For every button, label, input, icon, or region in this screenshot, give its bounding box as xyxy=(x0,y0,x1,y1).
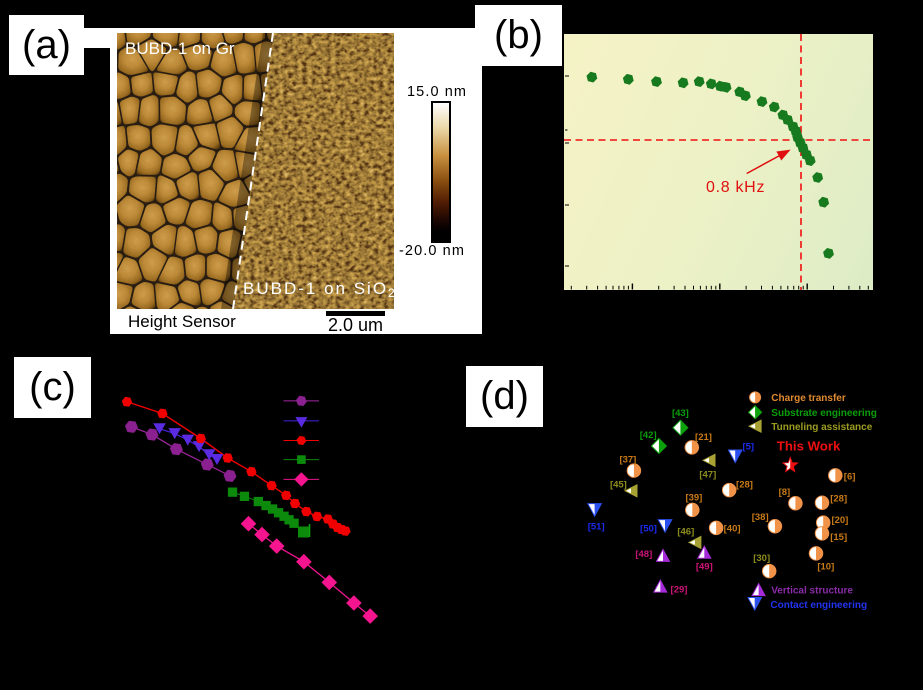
svg-text:[10]: [10] xyxy=(817,562,834,573)
svg-text:[45]: [45] xyxy=(610,480,627,491)
svg-text:[51]: [51] xyxy=(588,521,605,532)
svg-text:BUBD-1 on Gr: BUBD-1 on Gr xyxy=(125,39,235,58)
svg-text:[42]: [42] xyxy=(640,430,657,441)
svg-text:[38]: [38] xyxy=(752,512,769,523)
svg-text:[21]: [21] xyxy=(695,432,712,443)
svg-text:[43]: [43] xyxy=(672,408,689,419)
svg-text:BUBD-1 on SiO2: BUBD-1 on SiO2 xyxy=(243,279,394,300)
svg-text:[48]: [48] xyxy=(635,549,652,560)
svg-text:[37]: [37] xyxy=(619,455,636,466)
svg-text:0.8 kHz: 0.8 kHz xyxy=(706,179,765,196)
svg-text:[30]: [30] xyxy=(753,553,770,564)
svg-text:Tunneling assistance: Tunneling assistance xyxy=(771,422,872,433)
svg-text:[39]: [39] xyxy=(685,492,702,503)
svg-text:[40]: [40] xyxy=(724,523,741,534)
svg-text:[8]: [8] xyxy=(779,487,791,498)
svg-text:[5]: [5] xyxy=(742,442,754,453)
svg-text:This Work: This Work xyxy=(777,438,841,453)
svg-text:[46]: [46] xyxy=(677,527,694,538)
svg-text:Charge transfer: Charge transfer xyxy=(771,393,846,404)
svg-text:[20]: [20] xyxy=(831,515,848,526)
svg-text:[47]: [47] xyxy=(699,470,716,481)
svg-text:Substrate engineering: Substrate engineering xyxy=(771,408,877,419)
svg-text:[29]: [29] xyxy=(671,584,688,595)
svg-text:Contact engineering: Contact engineering xyxy=(770,600,867,611)
svg-text:[49]: [49] xyxy=(696,562,713,573)
svg-text:Vertical structure: Vertical structure xyxy=(771,585,853,596)
svg-text:[15]: [15] xyxy=(830,532,847,543)
svg-text:[28]: [28] xyxy=(830,493,847,504)
svg-text:[28]: [28] xyxy=(736,480,753,491)
svg-text:[50]: [50] xyxy=(640,523,657,534)
svg-text:[6]: [6] xyxy=(844,472,856,483)
